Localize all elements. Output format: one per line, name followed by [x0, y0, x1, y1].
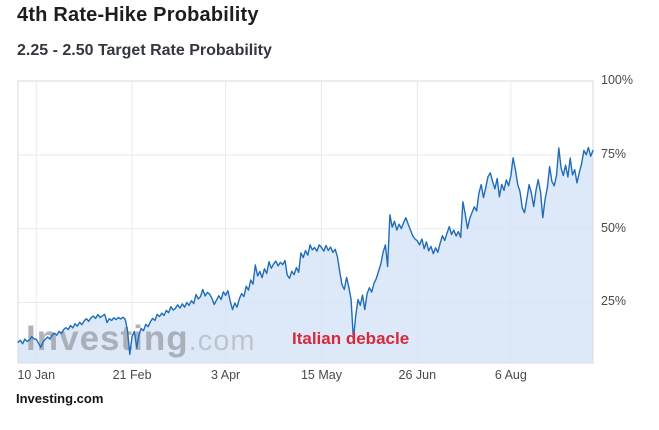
y-tick-label: 75%	[601, 146, 627, 161]
y-tick-label: 25%	[601, 294, 627, 309]
x-tick-label: 26 Jun	[398, 368, 437, 382]
plot-border	[17, 80, 594, 364]
source-credit: Investing.com	[16, 391, 104, 406]
x-tick-label: 15 May	[300, 368, 342, 382]
x-tick-label: 3 Apr	[211, 368, 241, 382]
y-tick-label: 50%	[601, 220, 627, 235]
chart-subtitle: 2.25 - 2.50 Target Rate Probability	[17, 42, 272, 59]
y-tick-label: 100%	[601, 73, 633, 87]
probability-area-fill	[18, 147, 593, 363]
chart-title: 4th Rate-Hike Probability	[17, 4, 259, 26]
annotation-italian-debacle: Italian debacle	[292, 329, 410, 348]
x-tick-label: 6 Aug	[494, 368, 527, 382]
watermark-logo: Investing.com	[26, 320, 255, 360]
x-tick-label: 10 Jan	[17, 368, 56, 382]
x-tick-label: 21 Feb	[112, 368, 152, 382]
watermark-com-text: .com	[188, 325, 256, 357]
watermark-investing-text: Investing	[26, 319, 189, 358]
probability-line	[17, 146, 594, 356]
